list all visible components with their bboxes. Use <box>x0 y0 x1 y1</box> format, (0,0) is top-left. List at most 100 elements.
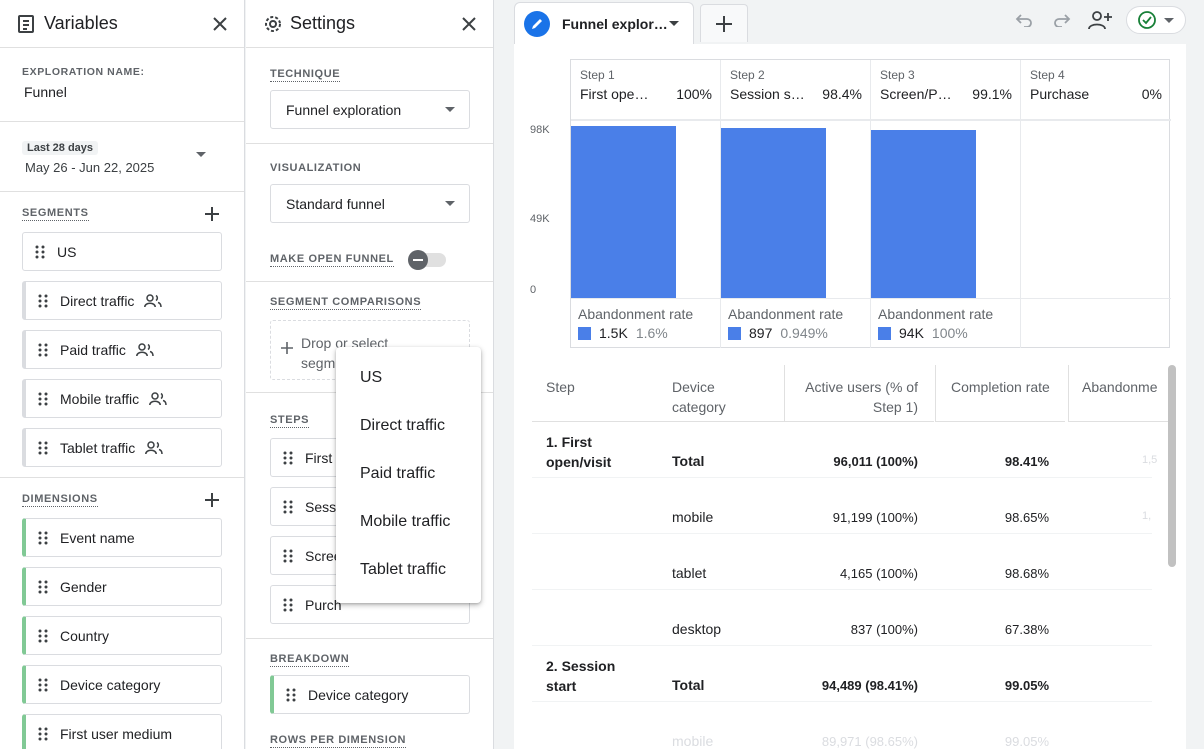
menu-item[interactable]: Paid traffic <box>360 465 436 482</box>
dimension-label: Country <box>60 627 110 644</box>
date-range-text: May 26 - Jun 22, 2025 <box>25 160 155 175</box>
users-icon <box>145 440 163 455</box>
add-dimension-icon[interactable] <box>202 490 222 510</box>
column-header-step[interactable]: Step <box>532 365 658 422</box>
users-icon <box>135 342 154 357</box>
funnel-bar[interactable] <box>571 126 676 298</box>
funnel-table: Step Device category Active users (% of St… <box>532 365 1168 749</box>
funnel-step-column[interactable]: Step 4 Purchase 0% <box>1021 60 1171 348</box>
variables-icon <box>16 13 38 35</box>
menu-item[interactable]: Mobile traffic <box>360 513 451 530</box>
column-header-abandon[interactable]: Abandonme <box>1068 365 1168 422</box>
column-separator <box>784 365 785 422</box>
plus-icon <box>281 341 293 357</box>
abandonment-label: Abandonment rate <box>878 306 994 322</box>
exploration-name-section: EXPLORATION NAME: Funnel <box>0 48 244 122</box>
legend-swatch <box>578 326 591 340</box>
tab-funnel-exploration[interactable]: Funnel explor… <box>514 2 694 44</box>
breakdown-label: BREAKDOWN <box>270 653 350 667</box>
breakdown-chip[interactable]: Device category <box>270 675 470 714</box>
table-row[interactable]: mobile 91,199 (100%) 98.65% 1, <box>532 478 1152 534</box>
caret-down-icon[interactable] <box>669 21 679 26</box>
abandonment-value: 1.5K <box>599 325 628 341</box>
technique-section: TECHNIQUE Funnel exploration <box>246 48 493 129</box>
chevron-down-icon[interactable] <box>196 152 206 157</box>
close-icon[interactable] <box>208 12 232 36</box>
close-icon[interactable] <box>457 12 481 36</box>
add-segment-icon[interactable] <box>202 204 222 224</box>
divider <box>0 477 244 478</box>
dimensions-header: DIMENSIONS <box>0 482 244 518</box>
menu-item[interactable]: Direct traffic <box>360 417 446 434</box>
date-range-picker[interactable]: Last 28 days May 26 - Jun 22, 2025 <box>0 122 244 192</box>
segment-label: Tablet traffic <box>60 439 136 456</box>
open-funnel-label: MAKE OPEN FUNNEL <box>270 253 394 267</box>
dimension-chip[interactable]: Device category <box>22 665 222 704</box>
table-scrollbar[interactable] <box>1168 365 1176 567</box>
menu-item[interactable]: US <box>360 369 383 386</box>
pencil-icon[interactable] <box>524 10 550 37</box>
redo-icon[interactable] <box>1050 8 1074 32</box>
undo-icon[interactable] <box>1012 8 1036 32</box>
drag-handle-icon <box>286 688 296 702</box>
drag-handle-icon <box>38 294 48 308</box>
variables-title: Variables <box>44 13 118 33</box>
column-header-active[interactable]: Active users (% of Step 1) <box>784 365 934 422</box>
funnel-bar[interactable] <box>871 130 976 298</box>
dimension-chip[interactable]: Gender <box>22 567 222 606</box>
segment-chip[interactable]: Direct traffic <box>22 281 222 320</box>
active-users-cell: 94,489 (98.41%) <box>821 678 918 693</box>
abandonment-percent: 100% <box>931 325 968 341</box>
step-cell: 1. First open/visit <box>546 434 612 470</box>
abandonment-cell: 1,5 <box>1142 454 1158 466</box>
funnel-step-column[interactable]: Step 2 Session s… 98.4% Abandonment rate 897… <box>721 60 871 348</box>
abandonment-percent: 0.949% <box>780 325 828 341</box>
add-tab-button[interactable] <box>700 4 748 42</box>
drag-handle-icon <box>38 727 48 741</box>
table-row[interactable]: 1. First open/visit Total 96,011 (100%) 98.… <box>532 422 1157 478</box>
segment-chip[interactable]: US <box>22 232 222 271</box>
menu-item[interactable]: Tablet traffic <box>360 561 446 578</box>
technique-select[interactable]: Funnel exploration <box>270 90 470 129</box>
segment-label: Paid traffic <box>60 341 126 358</box>
active-users-cell: 837 (100%) <box>850 622 918 637</box>
device-cell: mobile <box>672 733 714 749</box>
step-label: First <box>305 449 333 466</box>
segment-chip[interactable]: Mobile traffic <box>22 379 222 418</box>
open-funnel-row: MAKE OPEN FUNNEL <box>270 250 446 270</box>
funnel-step-column[interactable]: Step 1 First ope… 100% Abandonment rate 1.5K… <box>571 60 721 348</box>
exploration-name-input[interactable]: Funnel <box>24 84 67 100</box>
column-header-device[interactable]: Device category <box>658 365 784 422</box>
funnel-chart: Step 1 First ope… 100% Abandonment rate 1.5K… <box>570 59 1171 348</box>
dimension-chip[interactable]: Event name <box>22 518 222 557</box>
abandonment-rate: Abandonment rate 94K 100% <box>878 306 993 341</box>
table-row[interactable]: desktop 837 (100%) 67.38% <box>532 590 1152 646</box>
table-row[interactable]: mobile 89,971 (98.65%) 99.05% <box>532 702 1152 749</box>
dimension-chip[interactable]: Country <box>22 616 222 655</box>
caret-down-icon <box>445 107 455 112</box>
segment-menu: US Direct traffic Paid traffic Mobile traff… <box>336 347 481 603</box>
funnel-step-header: Step 1 First ope… 100% <box>571 60 721 120</box>
dimension-chip[interactable]: First user medium <box>22 714 222 749</box>
settings-title: Settings <box>290 13 356 33</box>
visualization-select[interactable]: Standard funnel <box>270 184 470 223</box>
segment-chip[interactable]: Paid traffic <box>22 330 222 369</box>
funnel-step-column[interactable]: Step 3 Screen/P… 99.1% Abandonment rate 94K 1… <box>871 60 1021 348</box>
save-status-button[interactable] <box>1126 6 1186 34</box>
funnel-bar[interactable] <box>721 128 826 298</box>
table-row[interactable]: 2. Session start Total 94,489 (98.41%) 99.0… <box>532 646 1152 702</box>
column-header-completion[interactable]: Completion rate <box>935 365 1065 422</box>
column-separator <box>935 365 936 422</box>
segment-label: Mobile traffic <box>60 390 140 407</box>
variables-header: Variables <box>0 0 244 48</box>
segment-chip[interactable]: Tablet traffic <box>22 428 222 467</box>
open-funnel-toggle[interactable] <box>408 250 446 270</box>
add-person-icon[interactable] <box>1088 8 1112 32</box>
table-row[interactable]: tablet 4,165 (100%) 98.68% <box>532 534 1152 590</box>
drag-handle-icon <box>38 343 48 357</box>
users-icon <box>149 391 167 406</box>
rows-per-dimension-label: ROWS PER DIMENSION <box>270 734 407 748</box>
step-cell: 2. Session start <box>546 658 616 694</box>
step-name: First ope… <box>580 86 649 102</box>
active-users-cell: 89,971 (98.65%) <box>821 734 918 749</box>
